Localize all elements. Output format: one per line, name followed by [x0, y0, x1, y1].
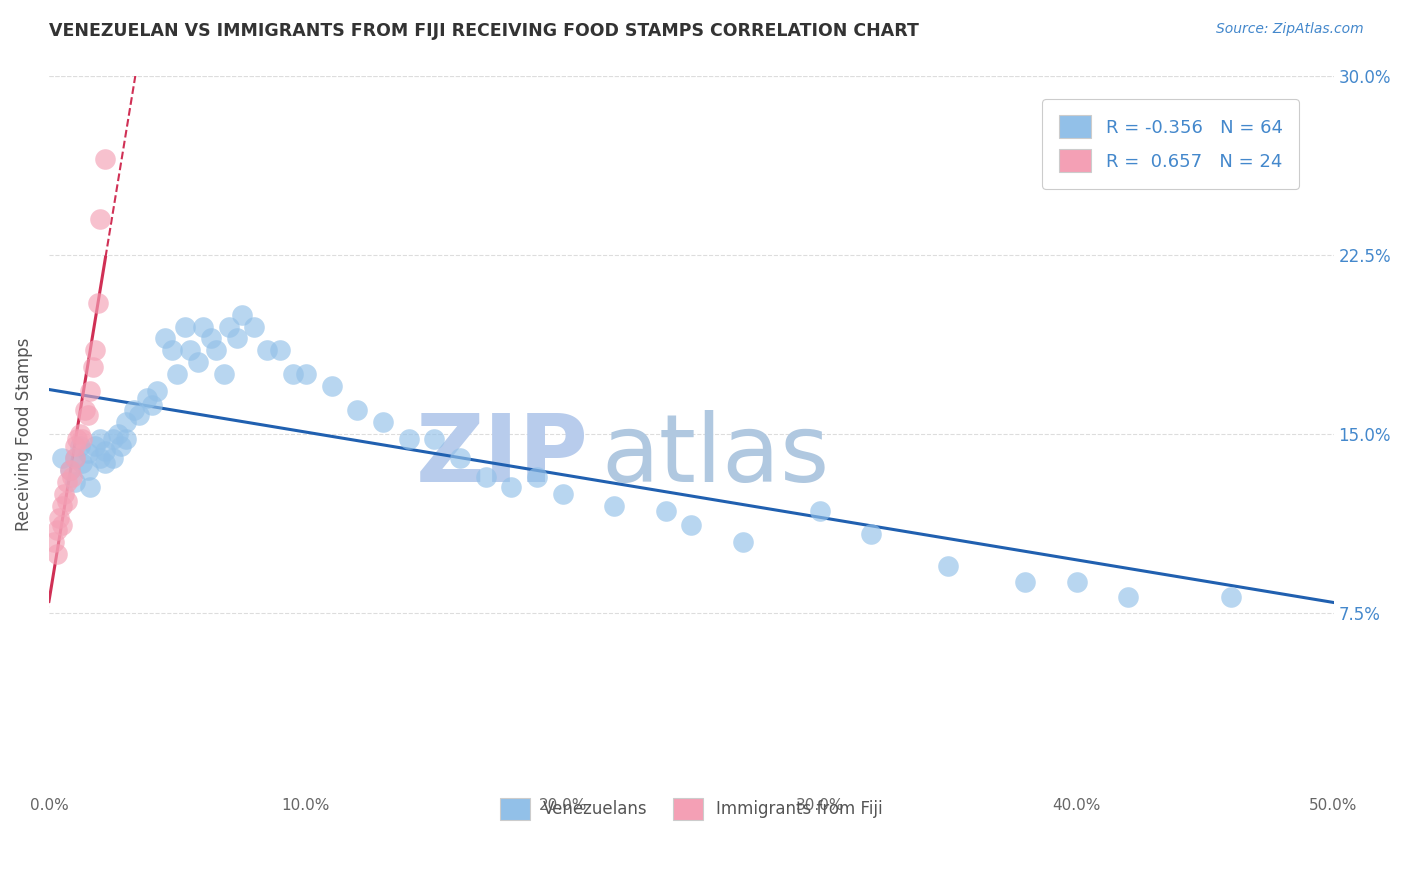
Point	[128, 408, 150, 422]
Text: atlas: atlas	[602, 409, 830, 501]
Point	[76, 408, 98, 422]
Point	[66, 432, 89, 446]
Point	[51, 499, 73, 513]
Point	[79, 384, 101, 398]
Point	[89, 450, 111, 465]
Point	[936, 558, 959, 573]
Point	[58, 463, 80, 477]
Point	[84, 439, 107, 453]
Point	[122, 403, 145, 417]
Point	[69, 439, 91, 453]
Point	[103, 432, 125, 446]
Point	[53, 487, 76, 501]
Point	[654, 503, 676, 517]
Point	[72, 456, 94, 470]
Point	[63, 475, 86, 489]
Point	[551, 487, 574, 501]
Point	[174, 319, 197, 334]
Point	[135, 391, 157, 405]
Point	[110, 439, 132, 453]
Point	[371, 415, 394, 429]
Point	[141, 398, 163, 412]
Point	[76, 446, 98, 460]
Point	[115, 432, 138, 446]
Point	[162, 343, 184, 358]
Point	[1066, 575, 1088, 590]
Point	[218, 319, 240, 334]
Y-axis label: Receiving Food Stamps: Receiving Food Stamps	[15, 337, 32, 531]
Text: Source: ZipAtlas.com: Source: ZipAtlas.com	[1216, 22, 1364, 37]
Point	[526, 470, 548, 484]
Point	[58, 463, 80, 477]
Point	[225, 331, 247, 345]
Point	[63, 439, 86, 453]
Point	[731, 534, 754, 549]
Point	[94, 152, 117, 166]
Point	[449, 450, 471, 465]
Point	[808, 503, 831, 517]
Point	[84, 343, 107, 358]
Point	[346, 403, 368, 417]
Point	[89, 432, 111, 446]
Text: VENEZUELAN VS IMMIGRANTS FROM FIJI RECEIVING FOOD STAMPS CORRELATION CHART: VENEZUELAN VS IMMIGRANTS FROM FIJI RECEI…	[49, 22, 920, 40]
Point	[603, 499, 626, 513]
Point	[860, 527, 883, 541]
Point	[69, 427, 91, 442]
Point	[243, 319, 266, 334]
Point	[63, 450, 86, 465]
Point	[1014, 575, 1036, 590]
Point	[281, 368, 304, 382]
Point	[73, 403, 96, 417]
Point	[60, 470, 83, 484]
Point	[48, 510, 70, 524]
Point	[72, 432, 94, 446]
Point	[153, 331, 176, 345]
Point	[423, 432, 446, 446]
Point	[681, 517, 703, 532]
Point	[87, 295, 110, 310]
Point	[398, 432, 420, 446]
Point	[191, 319, 214, 334]
Point	[107, 427, 129, 442]
Point	[1116, 590, 1139, 604]
Point	[94, 456, 117, 470]
Point	[179, 343, 201, 358]
Point	[76, 463, 98, 477]
Point	[205, 343, 228, 358]
Point	[115, 415, 138, 429]
Text: ZIP: ZIP	[416, 409, 589, 501]
Point	[187, 355, 209, 369]
Point	[94, 443, 117, 458]
Point	[200, 331, 222, 345]
Point	[82, 360, 104, 375]
Point	[474, 470, 496, 484]
Legend: Venezuelans, Immigrants from Fiji: Venezuelans, Immigrants from Fiji	[485, 783, 897, 835]
Point	[166, 368, 188, 382]
Point	[295, 368, 318, 382]
Point	[56, 494, 79, 508]
Point	[212, 368, 235, 382]
Point	[51, 450, 73, 465]
Point	[45, 547, 67, 561]
Point	[63, 450, 86, 465]
Point	[42, 534, 65, 549]
Point	[231, 308, 253, 322]
Point	[146, 384, 169, 398]
Point	[51, 517, 73, 532]
Point	[321, 379, 343, 393]
Point	[1219, 590, 1241, 604]
Point	[45, 523, 67, 537]
Point	[79, 480, 101, 494]
Point	[501, 480, 523, 494]
Point	[256, 343, 278, 358]
Point	[269, 343, 291, 358]
Point	[56, 475, 79, 489]
Point	[89, 211, 111, 226]
Point	[103, 450, 125, 465]
